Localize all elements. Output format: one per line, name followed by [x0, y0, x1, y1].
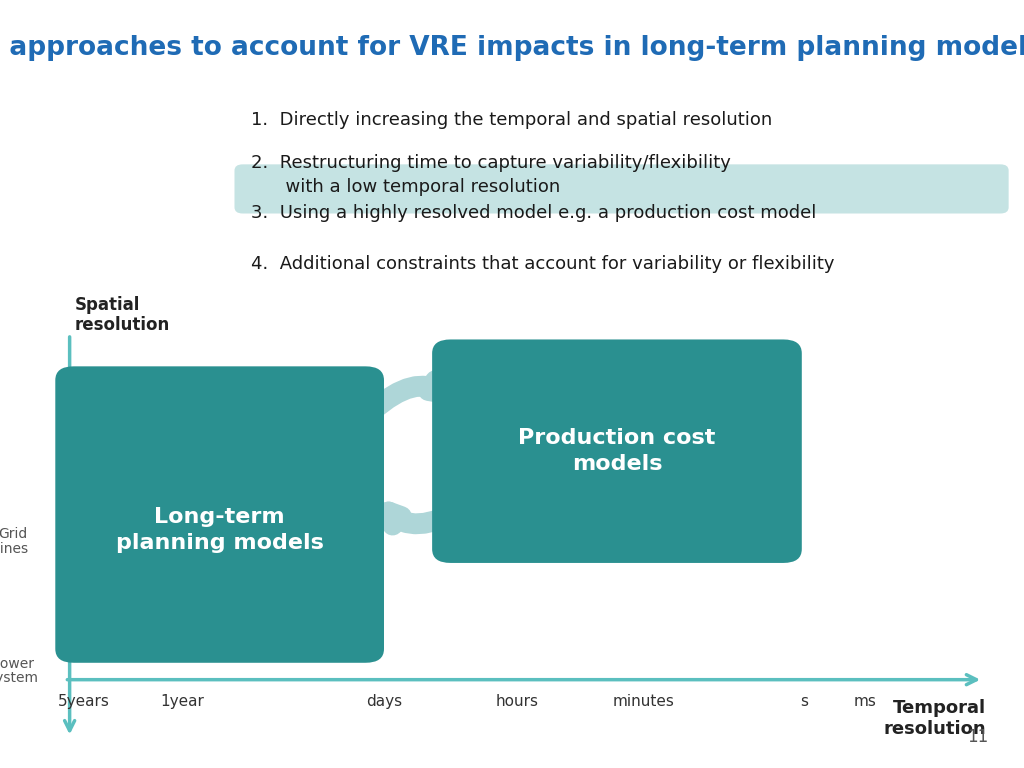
FancyBboxPatch shape: [432, 339, 802, 563]
Text: 3.  Using a highly resolved model e.g. a production cost model: 3. Using a highly resolved model e.g. a …: [251, 204, 816, 221]
Text: Spatial
resolution: Spatial resolution: [75, 296, 170, 335]
Text: 1.  Directly increasing the temporal and spatial resolution: 1. Directly increasing the temporal and …: [251, 111, 772, 129]
Text: 5years: 5years: [58, 694, 110, 709]
Text: Long-term
planning models: Long-term planning models: [116, 507, 324, 553]
Text: hours: hours: [496, 694, 539, 709]
Text: 11: 11: [967, 729, 988, 746]
Text: power: power: [0, 657, 35, 671]
Text: Temporal
resolution: Temporal resolution: [884, 699, 986, 738]
Text: lines: lines: [0, 542, 30, 556]
Text: ms: ms: [854, 694, 877, 709]
Text: 1year: 1year: [161, 694, 204, 709]
Text: Grid: Grid: [0, 527, 28, 541]
Text: 2.  Restructuring time to capture variability/flexibility
      with a low tempo: 2. Restructuring time to capture variabi…: [251, 154, 731, 196]
Text: system: system: [0, 671, 38, 685]
Text: days: days: [366, 694, 402, 709]
FancyBboxPatch shape: [234, 164, 1009, 214]
Text: Production cost
models: Production cost models: [518, 429, 716, 474]
Text: 4.  Additional constraints that account for variability or flexibility: 4. Additional constraints that account f…: [251, 255, 835, 273]
FancyBboxPatch shape: [55, 366, 384, 663]
Text: s: s: [800, 694, 808, 709]
Text: 4 approaches to account for VRE impacts in long-term planning models: 4 approaches to account for VRE impacts …: [0, 35, 1024, 61]
Text: minutes: minutes: [612, 694, 674, 709]
